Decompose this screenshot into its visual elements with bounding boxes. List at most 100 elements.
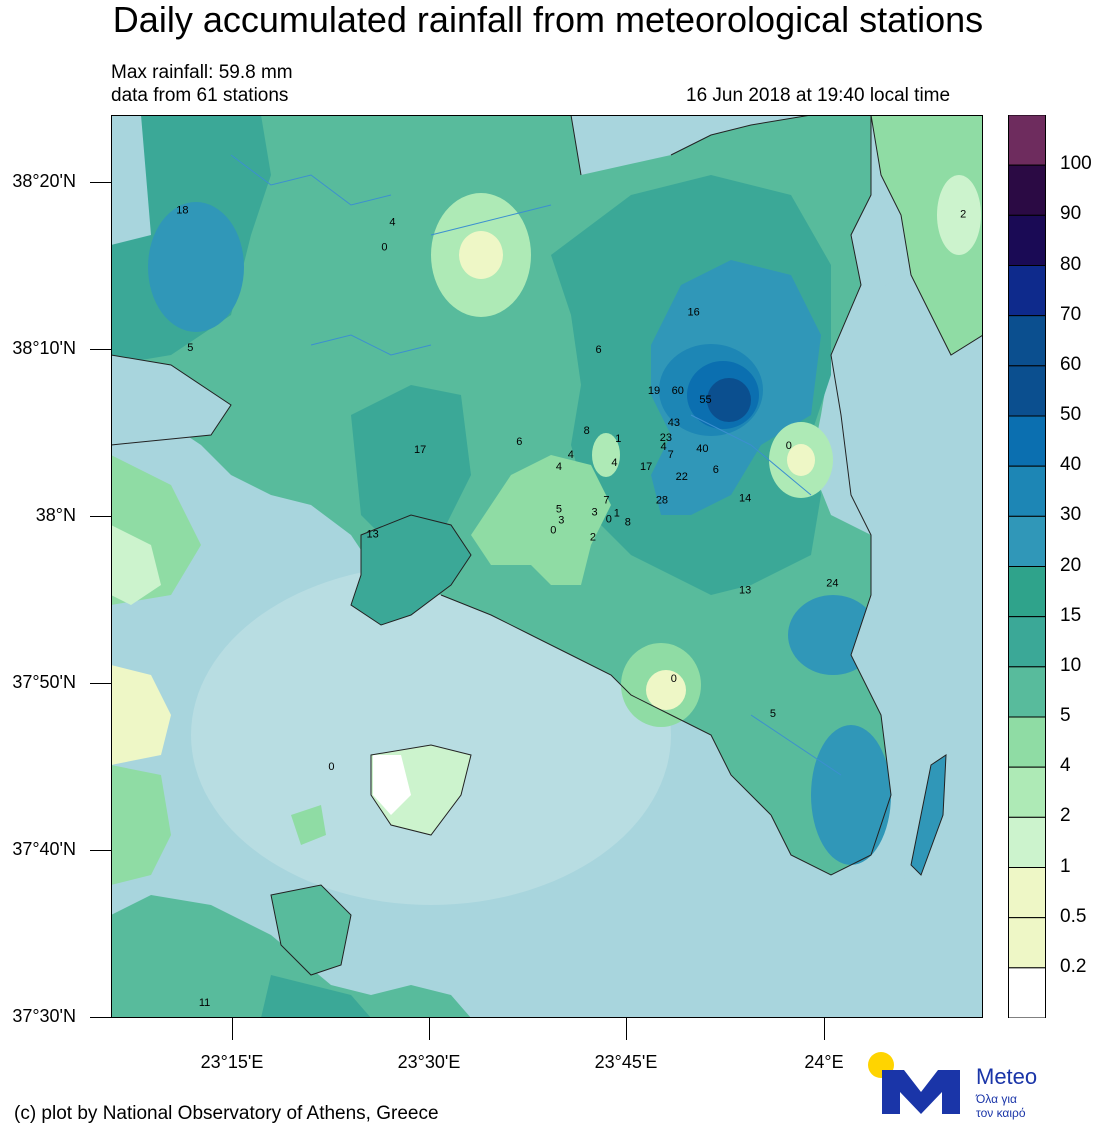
west-coast-dry <box>111 525 161 605</box>
colorbar-swatch <box>1008 616 1046 668</box>
colorbar-swatch <box>1008 465 1046 517</box>
latitude-tick-label: 37°50'N <box>12 672 76 692</box>
station-value: 3 <box>592 506 598 518</box>
coastline-east <box>770 115 892 876</box>
station-value: 4 <box>611 457 617 469</box>
coastline-salamina <box>350 514 472 626</box>
station-value: 60 <box>672 385 684 397</box>
station-value: 4 <box>568 449 574 461</box>
west-peninsula <box>111 665 171 765</box>
latitude-tick-label: 38°20'N <box>12 171 76 191</box>
colorbar <box>1008 115 1046 1018</box>
station-value: 7 <box>668 449 674 461</box>
station-value: 4 <box>556 461 562 473</box>
station-value: 4 <box>660 441 666 453</box>
coastline-gulf <box>111 354 232 446</box>
river <box>310 334 432 356</box>
colorbar-label: 20 <box>1060 554 1082 576</box>
colorbar-swatch <box>1008 566 1046 618</box>
station-value: 40 <box>696 443 708 455</box>
latitude-tick-mark <box>90 349 111 350</box>
rainfall-map: 4018235166196055438162347400174441762228… <box>111 115 983 1018</box>
longitude-tick-mark <box>232 1018 233 1040</box>
station-value: 3 <box>558 514 564 526</box>
west-peninsula-south <box>111 765 171 885</box>
station-value: 17 <box>640 461 652 473</box>
longitude-tick-label: 23°15'E <box>200 1052 264 1072</box>
latitude-tick-label: 37°30'N <box>12 1006 76 1026</box>
station-labels: 4018235166196055438162347400174441762228… <box>176 204 966 1009</box>
colorbar-swatch <box>1008 164 1046 216</box>
colorbar-swatch <box>1008 515 1046 568</box>
colorbar-label: 10 <box>1060 654 1082 676</box>
station-value: 0 <box>606 513 612 525</box>
dry-spot-north-core <box>459 231 503 279</box>
colorbar-swatch <box>1008 816 1046 868</box>
colorbar-swatch <box>1008 315 1046 367</box>
latitude-tick-mark <box>90 683 111 684</box>
colorbar-swatch <box>1008 214 1046 267</box>
latitude-tick-mark <box>90 1017 111 1018</box>
colorbar-label: 4 <box>1060 755 1071 777</box>
islet-west <box>291 805 326 845</box>
colorbar-label: 100 <box>1060 153 1092 175</box>
colorbar-swatch <box>1008 115 1046 166</box>
station-value: 5 <box>770 708 776 720</box>
station-value: 43 <box>668 417 680 429</box>
credit-line: (c) plot by National Observatory of Athe… <box>14 1103 439 1124</box>
colorbar-label: 0.5 <box>1060 905 1087 927</box>
river <box>430 204 552 236</box>
rain-cell-south <box>811 725 891 865</box>
longitude-tick-mark <box>429 1018 430 1040</box>
station-value: 0 <box>671 673 677 685</box>
east-island <box>911 755 946 875</box>
station-value: 14 <box>739 492 751 504</box>
gulf-west <box>111 355 231 445</box>
colorbar-label: 1 <box>1060 855 1071 877</box>
dry-zone-athens <box>471 455 611 585</box>
colorbar-label: 0.2 <box>1060 955 1087 977</box>
station-value: 11 <box>199 997 210 1009</box>
station-value: 1 <box>614 507 620 519</box>
evia-dry-spot <box>937 175 981 255</box>
station-value: 18 <box>176 204 188 216</box>
latitude-tick-mark <box>90 516 111 517</box>
station-value: 0 <box>786 440 792 452</box>
colorbar-label: 90 <box>1060 203 1082 225</box>
timestamp-label: 16 Jun 2018 at 19:40 local time <box>686 85 951 106</box>
station-value: 0 <box>550 524 556 536</box>
station-value: 19 <box>648 385 660 397</box>
colorbar-swatch <box>1008 967 1046 1018</box>
station-value: 6 <box>516 436 522 448</box>
colorbar-label: 15 <box>1060 604 1082 626</box>
sea-inlet-nw <box>111 115 151 245</box>
latitude-tick-label: 37°40'N <box>12 839 76 859</box>
river <box>750 714 842 776</box>
colorbar-label: 70 <box>1060 303 1082 325</box>
rain-cell-west <box>148 202 244 332</box>
river <box>230 154 392 206</box>
colorbar-label: 50 <box>1060 404 1082 425</box>
station-value: 23 <box>660 432 672 444</box>
colorbar-swatch <box>1008 766 1046 818</box>
longitude-tick-mark <box>626 1018 627 1040</box>
coastline-east-island <box>910 754 947 876</box>
coastline-south-island <box>270 884 352 976</box>
longitude-tick-label: 23°30'E <box>397 1052 461 1072</box>
aegina-dry-core <box>373 755 411 815</box>
latitude-tick-mark <box>90 182 111 183</box>
evia-region <box>871 115 983 355</box>
colorbar-label: 2 <box>1060 805 1071 827</box>
colorbar-swatch <box>1008 867 1046 919</box>
station-value: 7 <box>603 494 609 506</box>
longitude-tick-label: 24°E <box>804 1052 844 1072</box>
station-value: 24 <box>826 578 838 590</box>
station-value: 1 <box>615 433 621 445</box>
meteo-logo: Meteo Όλα για τον καιρό <box>866 1050 1076 1120</box>
station-value: 13 <box>739 585 751 597</box>
colorbar-label: 60 <box>1060 353 1082 375</box>
colorbar-swatch <box>1008 716 1046 768</box>
latitude-tick-label: 38°10'N <box>12 338 76 358</box>
station-value: 8 <box>625 516 631 528</box>
colorbar-label: 40 <box>1060 454 1082 476</box>
